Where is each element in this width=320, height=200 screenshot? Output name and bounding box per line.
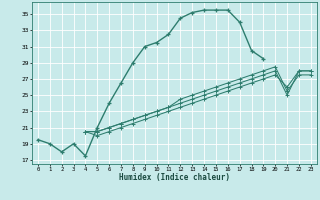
X-axis label: Humidex (Indice chaleur): Humidex (Indice chaleur)	[119, 173, 230, 182]
